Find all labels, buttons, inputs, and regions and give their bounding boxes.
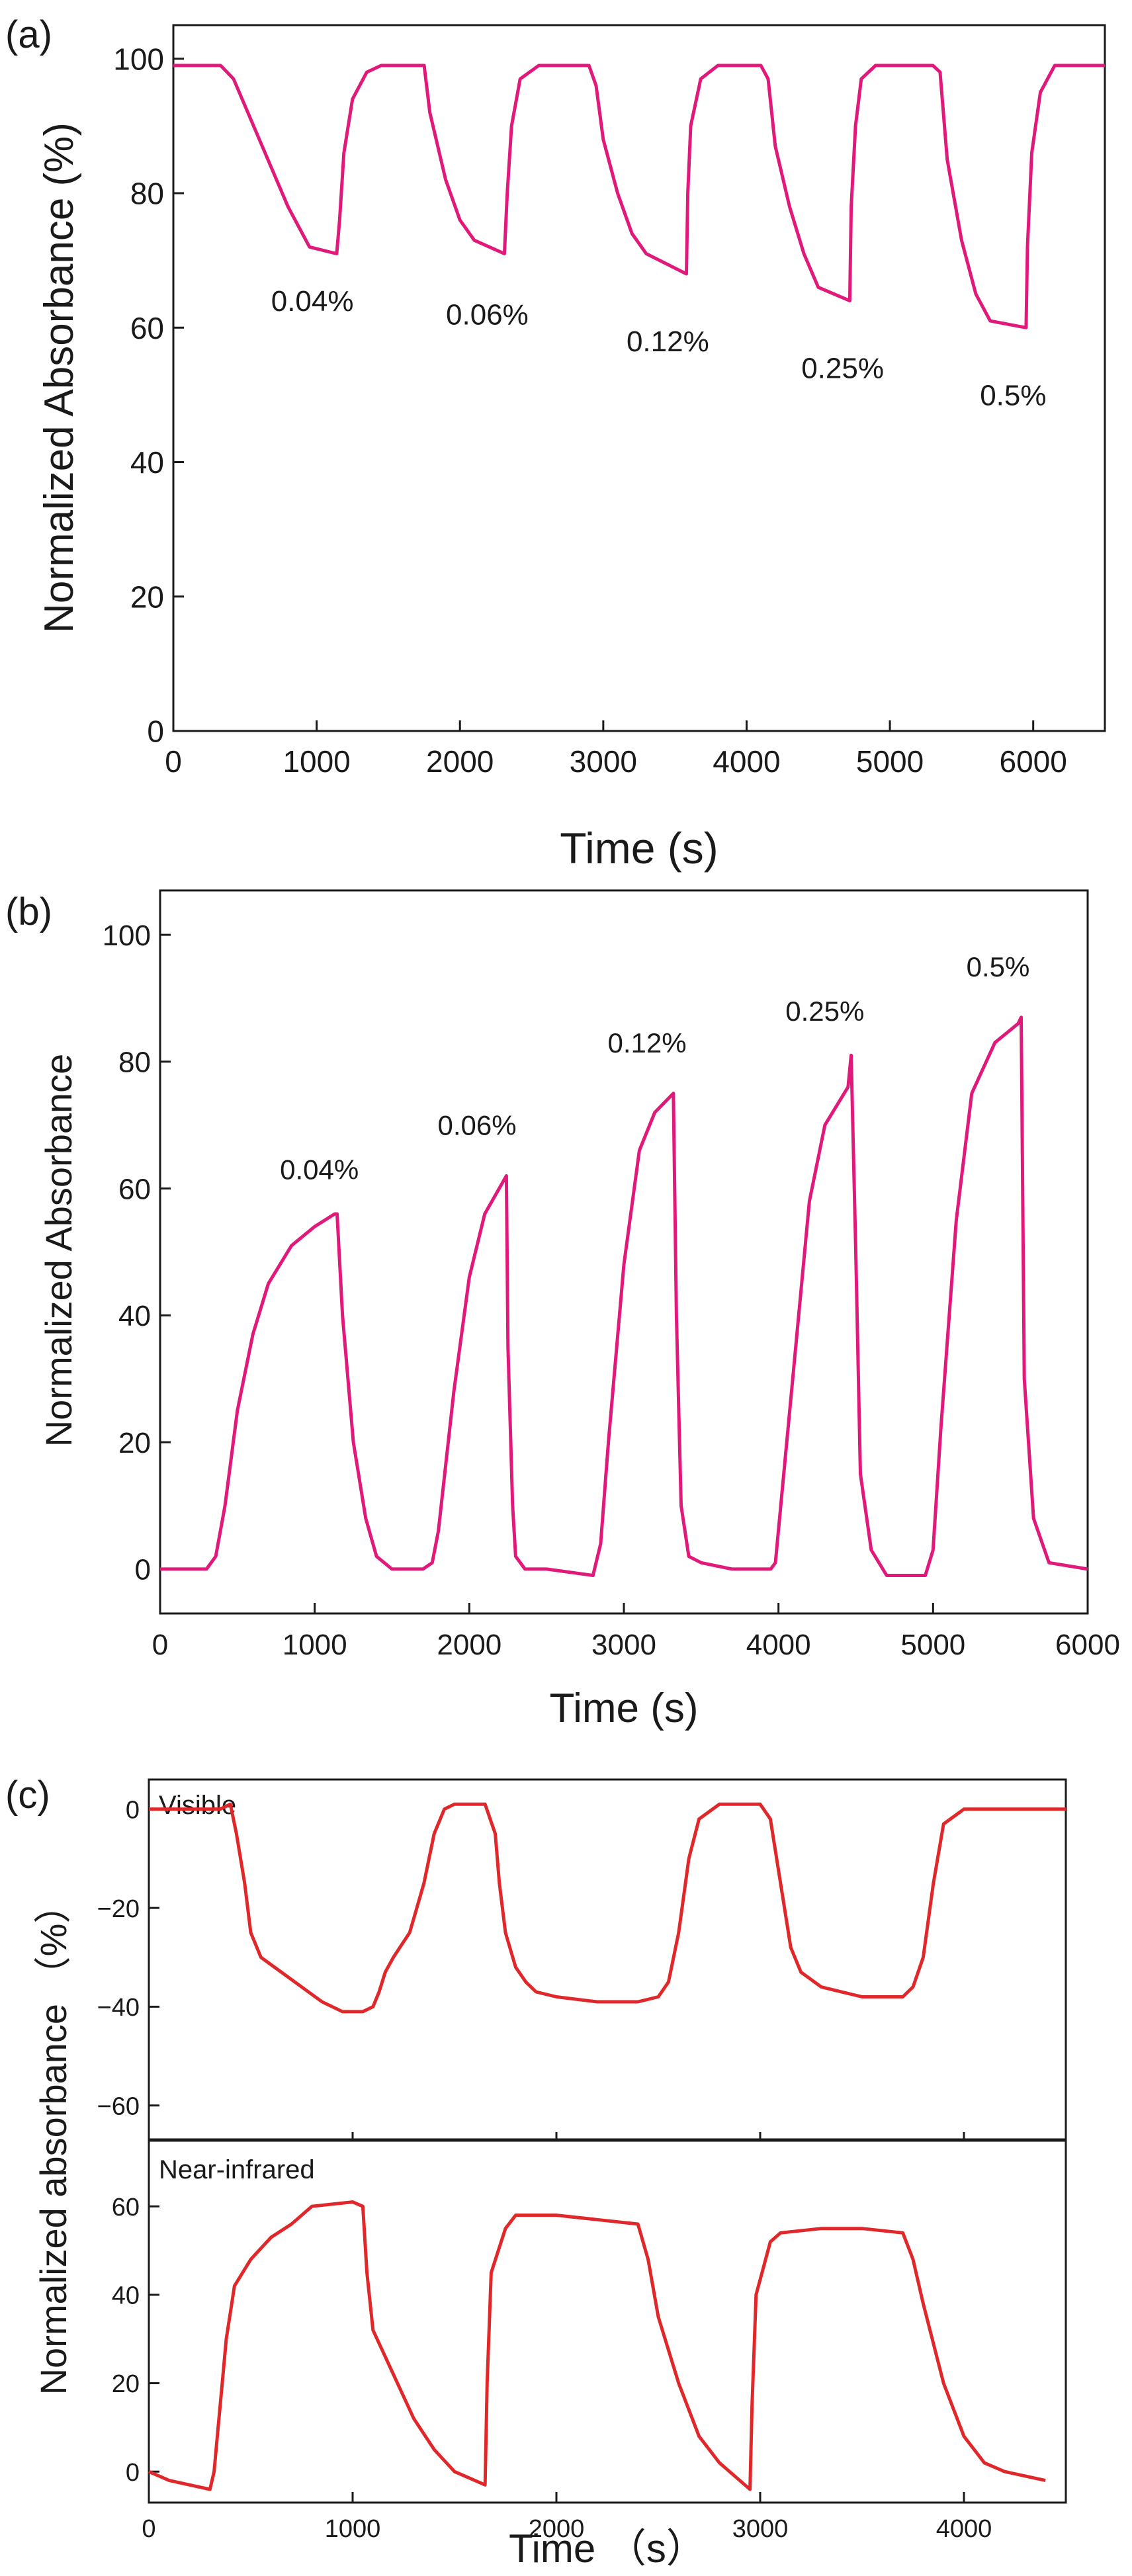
x-tick-label: 1000 [283,1629,347,1661]
x-tick-label: 6000 [1000,744,1067,779]
panel-b: (b) 0 1000 2000 3000 4000 5000 6000 0 20 40 60 80 1… [5,889,1120,1731]
panel-b-x-ticks: 0 1000 2000 3000 4000 5000 6000 [152,1603,1120,1661]
y-tick-label: 20 [118,1427,151,1459]
y-tick-label: 0 [126,2459,140,2487]
panel-a-label: (a) [5,13,52,56]
y-tick-label: 100 [103,920,151,952]
y-tick-label: 0 [147,714,164,749]
x-tick-label: 1000 [325,2515,381,2543]
panel-a-annotations: 0.04% 0.06% 0.12% 0.25% 0.5% [271,285,1047,411]
panel-b-series-line [160,1015,1088,1577]
panel-c-visible-title: Visible [159,1791,236,1820]
x-tick-label: 0 [152,1629,168,1661]
x-tick-label: 2000 [437,1629,501,1661]
panel-a-x-axis-title: Time (s) [560,824,718,873]
panel-a-y-axis-title: Normalized Absorbance (%) [36,122,82,633]
x-tick-label: 3000 [591,1629,656,1661]
x-tick-label: 3000 [570,744,637,779]
y-tick-label: −60 [97,2092,140,2120]
y-tick-label: 0 [135,1554,151,1586]
panel-c-near-infrared-title: Near-infrared [159,2155,315,2184]
x-tick-label: 0 [165,744,182,779]
x-tick-label: 3000 [732,2515,789,2543]
y-tick-label: −40 [97,1994,140,2022]
x-tick-label: 5000 [856,744,924,779]
panel-c-near-infrared-series-line [148,2200,1046,2491]
y-tick-label: 100 [113,42,164,76]
y-tick-label: 60 [112,2194,140,2221]
concentration-annotation: 0.5% [980,379,1046,411]
panel-b-y-axis-title: Normalized Absorbance [38,1054,79,1447]
panel-a: (a) 0 1000 2000 3000 4000 5000 6000 0 20 40 60 80 1… [5,13,1106,873]
panel-a-series-line [173,64,1105,329]
x-tick-label: 2000 [529,2515,585,2543]
y-tick-label: 60 [118,1173,151,1205]
y-tick-label: 40 [112,2282,140,2310]
y-tick-label: −20 [97,1895,140,1923]
x-tick-label: 5000 [900,1629,965,1661]
concentration-annotation: 0.25% [801,353,884,385]
panel-b-label: (b) [5,890,52,933]
x-tick-label: 1000 [283,744,350,779]
panel-b-annotations: 0.04% 0.06% 0.12% 0.25% 0.5% [280,951,1029,1185]
y-tick-label: 20 [112,2370,140,2398]
panel-a-x-ticks: 0 1000 2000 3000 4000 5000 6000 [165,720,1067,779]
panel-c-x-ticks: 0 1000 2000 3000 4000 [142,2132,992,2543]
concentration-annotation: 0.12% [608,1027,687,1058]
panel-c: (c) Visible Near-infrared 0 −20 −40 −60 0 20… [5,1774,1067,2571]
y-tick-label: 80 [130,177,164,211]
x-tick-label: 4000 [713,744,780,779]
concentration-annotation: 0.06% [437,1109,516,1140]
y-tick-label: 40 [118,1300,151,1332]
concentration-annotation: 0.25% [785,996,864,1027]
panel-c-visible-y-ticks: 0 −20 −40 −60 [97,1796,159,2120]
panel-c-x-axis-title: Time （s） [509,2526,706,2571]
x-tick-label: 4000 [746,1629,811,1661]
panel-c-y-axis-title: Normalized absorbance （%） [32,1887,74,2395]
concentration-annotation: 0.06% [446,298,529,331]
panel-b-y-ticks: 0 20 40 60 80 100 [103,920,171,1586]
y-tick-label: 0 [126,1796,140,1824]
panel-c-near-infrared-y-ticks: 0 20 40 60 [112,2194,159,2487]
y-tick-label: 40 [130,445,164,480]
x-tick-label: 2000 [426,744,494,779]
concentration-annotation: 0.04% [271,285,354,318]
panel-a-plot-frame [172,24,1106,732]
panel-b-x-axis-title: Time (s) [550,1686,699,1731]
y-tick-label: 80 [118,1047,151,1079]
y-tick-label: 60 [130,311,164,345]
panel-a-y-ticks: 0 20 40 60 80 100 [113,42,184,749]
concentration-annotation: 0.12% [627,325,709,358]
panel-c-visible-series-line [149,1802,1066,2014]
x-tick-label: 6000 [1055,1629,1120,1661]
x-tick-label: 0 [142,2515,155,2543]
concentration-annotation: 0.04% [280,1154,359,1185]
y-tick-label: 20 [130,580,164,614]
concentration-annotation: 0.5% [967,951,1030,982]
x-tick-label: 4000 [936,2515,992,2543]
panel-c-label: (c) [5,1774,50,1817]
